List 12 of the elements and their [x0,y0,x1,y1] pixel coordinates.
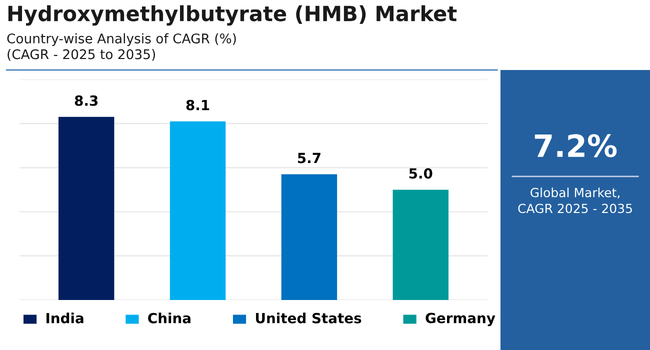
x-tick-label: China [148,312,190,324]
x-tick-label: India [46,312,84,324]
data-label: 5.7 [298,152,320,164]
text: Global Market, CAGR 2025 - 2035 [518,188,632,214]
data-label: 8.1 [186,100,210,110]
text: 7.2% [534,134,617,158]
data-label: 5.0 [409,168,432,179]
data-label: 8.3 [74,95,98,106]
chart-subtitle: Country-wise Analysis of CAGR (%) (CAGR - 2025 to 2035) [7,33,236,61]
chart-title: Hydroxymethylbutyrate (HMB) Market [8,5,457,26]
x-tick-label: United States [256,312,362,324]
x-tick-label: Germany [426,312,496,326]
